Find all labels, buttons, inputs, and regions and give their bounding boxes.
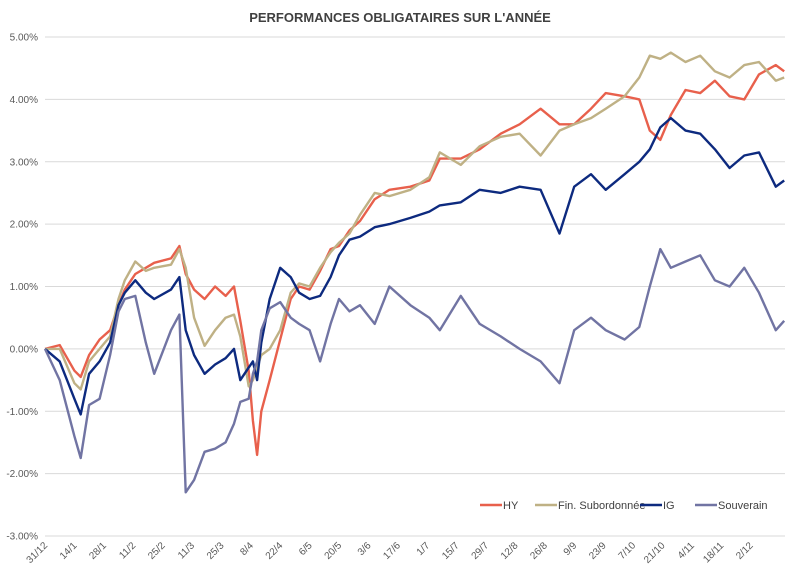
y-tick-label: 3.00% [10,157,38,168]
x-tick-label: 9/9 [562,540,580,558]
legend-label: Souverain [718,500,768,512]
x-tick-label: 15/7 [440,540,462,562]
x-tick-label: 28/1 [87,540,109,562]
x-tick-label: 26/8 [528,540,550,562]
x-tick-label: 20/5 [323,540,345,562]
x-tick-label: 22/4 [264,540,286,562]
series-lines [43,51,786,494]
x-axis: 31/12 14/1 28/1 11/2 25/2 11/3 25/3 8/4 22/4 6/5 2… [25,540,756,566]
legend-label: IG [663,500,675,512]
y-tick-label: 0.00% [10,344,38,355]
y-tick-label: -2.00% [6,469,38,480]
y-tick-label: 2.00% [10,220,38,231]
y-tick-label: 4.00% [10,95,38,106]
x-tick-label: 21/10 [642,540,668,566]
legend-item[interactable]: Fin. Subordonnée [535,500,645,512]
x-tick-label: 17/6 [381,540,403,562]
series-line-souverain [43,247,786,494]
x-tick-label: 1/7 [415,540,433,558]
legend-label: Fin. Subordonnée [558,500,645,512]
x-tick-label: 7/10 [617,540,639,562]
x-tick-label: 6/5 [297,540,315,558]
y-tick-label: -1.00% [6,407,38,418]
x-tick-label: 29/7 [470,540,492,562]
series-line-ig [44,116,785,416]
legend-item[interactable]: Souverain [695,500,768,512]
x-tick-label: 18/11 [701,540,726,565]
x-tick-label: 23/9 [587,540,609,562]
legend-item[interactable]: IG [640,500,675,512]
x-tick-label: 12/8 [499,540,521,562]
x-tick-label: 2/12 [734,540,756,562]
x-tick-label: 25/2 [146,540,168,562]
legend-item[interactable]: HY [480,500,519,512]
x-tick-label: 11/2 [117,540,138,561]
x-tick-label: 25/3 [205,540,227,562]
series-line-hy [44,63,785,457]
x-tick-label: 4/11 [676,540,697,561]
legend: HY Fin. Subordonnée IG Souverain [480,500,768,512]
y-tick-label: 5.00% [10,33,38,44]
y-tick-label: -3.00% [6,532,38,543]
y-tick-label: 1.00% [10,282,38,293]
chart-title: PERFORMANCES OBLIGATAIRES SUR L'ANNÉE [249,10,551,25]
x-tick-label: 11/3 [176,540,197,561]
y-axis: -3.00% -2.00% -1.00% 0.00% 1.00% 2.00% 3.00% 4.… [6,33,38,543]
x-tick-label: 3/6 [356,540,374,558]
x-tick-label: 31/12 [25,540,51,566]
legend-label: HY [503,500,519,512]
x-tick-label: 14/1 [58,540,80,562]
gridlines [45,36,785,537]
series-line-fin-subordonn-e [45,51,785,391]
x-tick-label: 8/4 [238,540,256,558]
